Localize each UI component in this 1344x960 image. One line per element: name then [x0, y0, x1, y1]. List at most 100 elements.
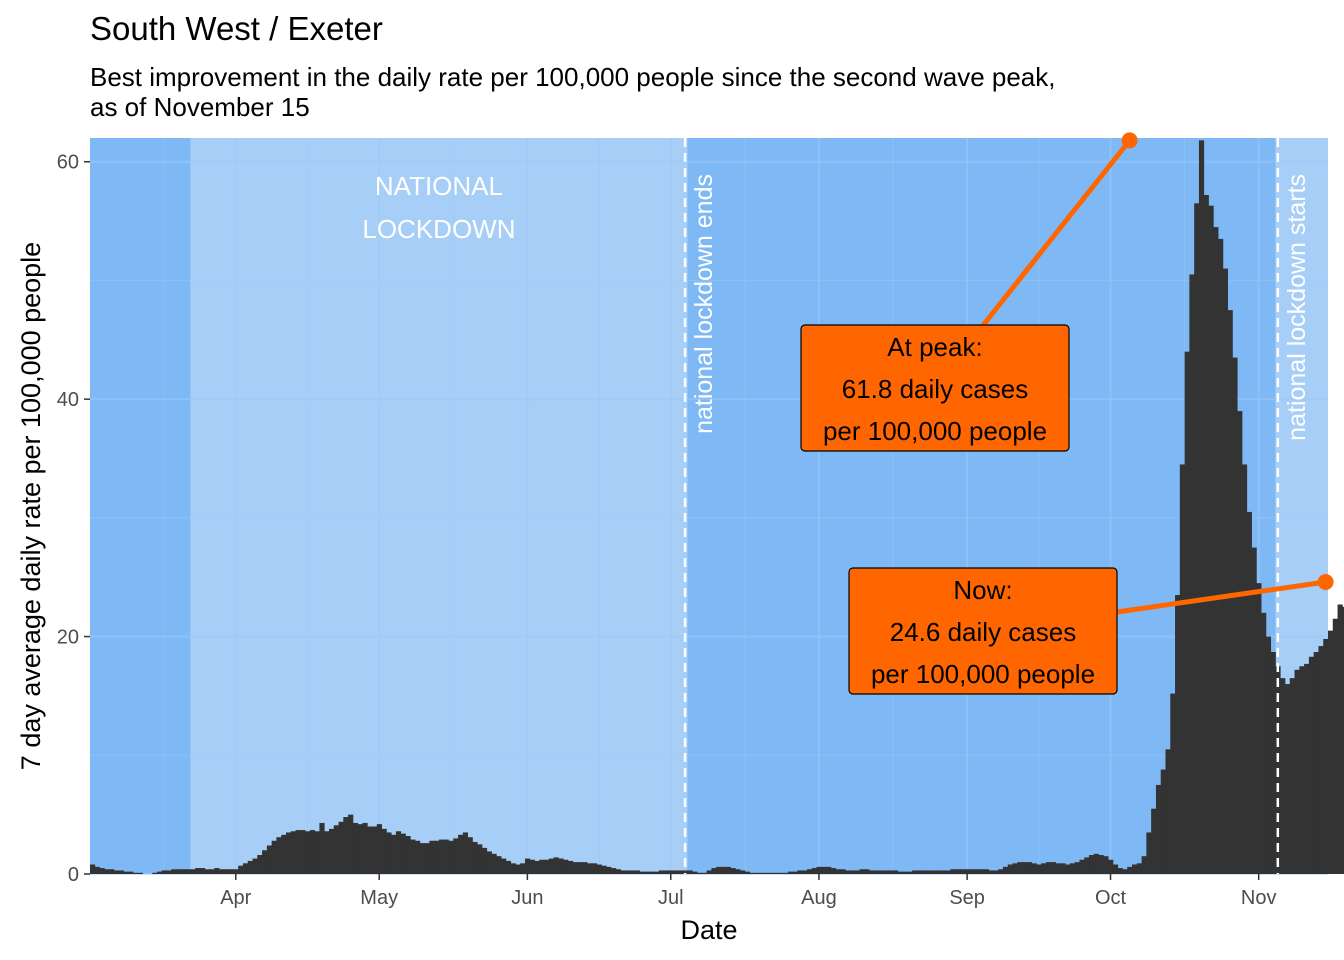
bar — [1332, 618, 1338, 874]
bar — [133, 872, 139, 874]
bar — [1146, 832, 1152, 874]
bar — [897, 871, 903, 874]
bar — [740, 870, 746, 874]
bar — [233, 869, 239, 874]
bar — [137, 872, 143, 874]
bar — [510, 863, 516, 874]
bar — [998, 869, 1004, 874]
bar — [113, 870, 120, 874]
bar — [228, 869, 234, 874]
bar — [462, 832, 469, 874]
bar — [768, 872, 774, 874]
now-callout-box — [848, 567, 1118, 695]
bar — [1270, 652, 1276, 874]
bar — [706, 870, 712, 874]
bar — [902, 871, 908, 874]
bar — [99, 868, 105, 874]
bar — [1122, 869, 1128, 874]
bar — [854, 870, 860, 874]
bar — [835, 869, 841, 874]
bar — [276, 837, 282, 874]
bar — [1246, 511, 1252, 874]
bar — [1289, 678, 1295, 874]
bar — [219, 869, 225, 874]
bar — [979, 869, 985, 874]
bar — [1074, 862, 1080, 874]
lockdown-shading — [190, 138, 1328, 874]
bar — [1213, 227, 1219, 875]
bar — [199, 868, 206, 874]
bar — [520, 863, 526, 874]
bar — [410, 839, 416, 874]
bar — [252, 858, 258, 874]
bar — [1227, 310, 1233, 874]
bar — [783, 872, 789, 874]
bar — [883, 870, 889, 874]
bar — [720, 866, 727, 874]
bar — [606, 866, 612, 874]
bar — [687, 870, 693, 874]
bar — [611, 868, 617, 874]
bar — [1218, 238, 1224, 875]
bar — [806, 869, 813, 874]
bar — [553, 857, 559, 874]
bar — [673, 870, 679, 874]
bar — [1208, 205, 1214, 874]
bar — [577, 862, 583, 874]
bar — [515, 864, 521, 874]
bar — [936, 870, 942, 874]
bar — [615, 869, 621, 874]
bar — [811, 868, 817, 874]
peak-point — [1121, 132, 1138, 149]
bar — [754, 872, 760, 874]
shaded-period-0 — [190, 138, 688, 874]
bar — [481, 847, 488, 874]
peak-callout-text: At peak: — [887, 332, 982, 362]
shade-label-line: NATIONAL — [375, 171, 503, 201]
x-tick-label: Apr — [220, 887, 251, 909]
bar — [582, 862, 588, 874]
bar — [1041, 863, 1047, 874]
bar — [763, 872, 770, 874]
bar — [1222, 268, 1229, 874]
bar — [744, 871, 751, 874]
bar — [893, 870, 899, 874]
bar — [128, 871, 134, 874]
bar — [1265, 636, 1272, 874]
bar — [668, 870, 674, 874]
bar — [735, 869, 741, 874]
bar — [964, 869, 970, 874]
bar — [1251, 547, 1257, 874]
bar — [658, 870, 664, 874]
bar — [1017, 862, 1023, 874]
bar — [300, 830, 306, 874]
bar — [1323, 638, 1329, 874]
x-tick-label: Jul — [658, 887, 684, 909]
bar — [1108, 859, 1114, 874]
bar — [94, 866, 100, 874]
bar — [90, 864, 96, 874]
bar — [1026, 862, 1033, 874]
bar — [1337, 604, 1343, 874]
x-tick-label: Aug — [801, 887, 837, 909]
bar — [262, 850, 268, 874]
bar — [711, 868, 717, 874]
bar — [166, 870, 172, 874]
bar — [797, 870, 803, 874]
bar — [1189, 274, 1195, 875]
bar — [950, 869, 956, 874]
bar — [572, 862, 578, 874]
bar — [376, 824, 382, 874]
bar — [1132, 864, 1138, 874]
bar — [587, 863, 593, 874]
bar — [1318, 646, 1324, 874]
x-tick-label: Jun — [511, 887, 543, 909]
bar — [395, 831, 402, 874]
bar — [204, 869, 210, 874]
bar — [1069, 863, 1076, 874]
shade-label-line: LOCKDOWN — [362, 214, 515, 244]
chart-title: South West / Exeter — [90, 10, 383, 47]
bar — [348, 814, 354, 874]
bar — [654, 871, 660, 874]
bar — [1241, 464, 1248, 874]
